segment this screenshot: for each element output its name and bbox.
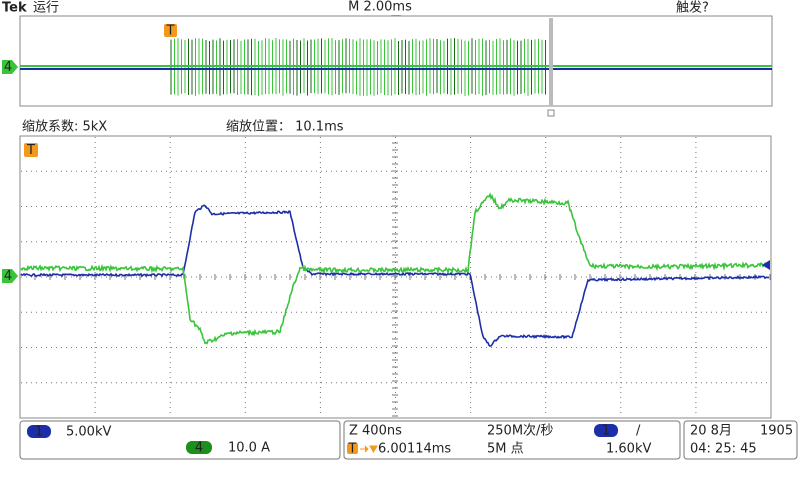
- year: 1905: [760, 424, 793, 439]
- trigger-label: T: [26, 143, 35, 158]
- ch4-waveform: [20, 192, 770, 345]
- overview-window: [19, 15, 773, 107]
- ch4-label: 4: [4, 269, 12, 284]
- date: 20 8月: [690, 424, 732, 439]
- trigpos-icon-label: T: [348, 442, 357, 457]
- ch1-scale: 5.00kV: [66, 425, 111, 440]
- time: 04: 25: 45: [690, 442, 757, 457]
- ch4-scale: 10.0 A: [228, 441, 270, 456]
- overview-trigger-icon: [164, 24, 177, 37]
- clock-box: [683, 420, 798, 460]
- sample-rate: 250M次/秒: [487, 423, 553, 439]
- brand: Tek: [2, 1, 27, 16]
- ch4-marker: [2, 269, 18, 283]
- ch1-label: 1: [35, 425, 43, 440]
- trigger-level: 1.60kV: [606, 442, 651, 457]
- channel-box: [19, 420, 341, 460]
- zoom-position: 缩放位置： 10.1ms: [226, 119, 344, 135]
- zoom-window-marker: [549, 18, 553, 106]
- trigpos-icon: [347, 443, 358, 454]
- timebase: M 2.00ms: [348, 0, 412, 15]
- record-length: 5M 点: [487, 442, 524, 457]
- overview-ch4-marker: [2, 60, 18, 74]
- zoom-time: Z 400ns: [349, 424, 402, 439]
- zoom-factor: 缩放系数: 5kX: [22, 119, 107, 135]
- trigger-position: 6.00114ms: [378, 442, 451, 457]
- ch1-badge: [27, 425, 51, 438]
- overview-ch4-label: 4: [4, 60, 12, 75]
- zoom-handle: [547, 109, 555, 117]
- trigger-source: 1: [602, 424, 610, 439]
- ch4-status-label: 4: [195, 441, 203, 456]
- trigpos-arrow: [360, 445, 378, 453]
- trigger-icon: [24, 143, 38, 157]
- trigger-status: 触发?: [676, 0, 709, 16]
- trigger-source-badge: [594, 424, 618, 437]
- run-status: 运行: [33, 1, 59, 16]
- trigger-level-marker: [762, 260, 770, 270]
- ch4-badge: [186, 441, 212, 454]
- trigger-slope: /: [636, 424, 641, 439]
- overview-trigger-label: T: [166, 24, 175, 39]
- ch1-waveform: [20, 204, 770, 347]
